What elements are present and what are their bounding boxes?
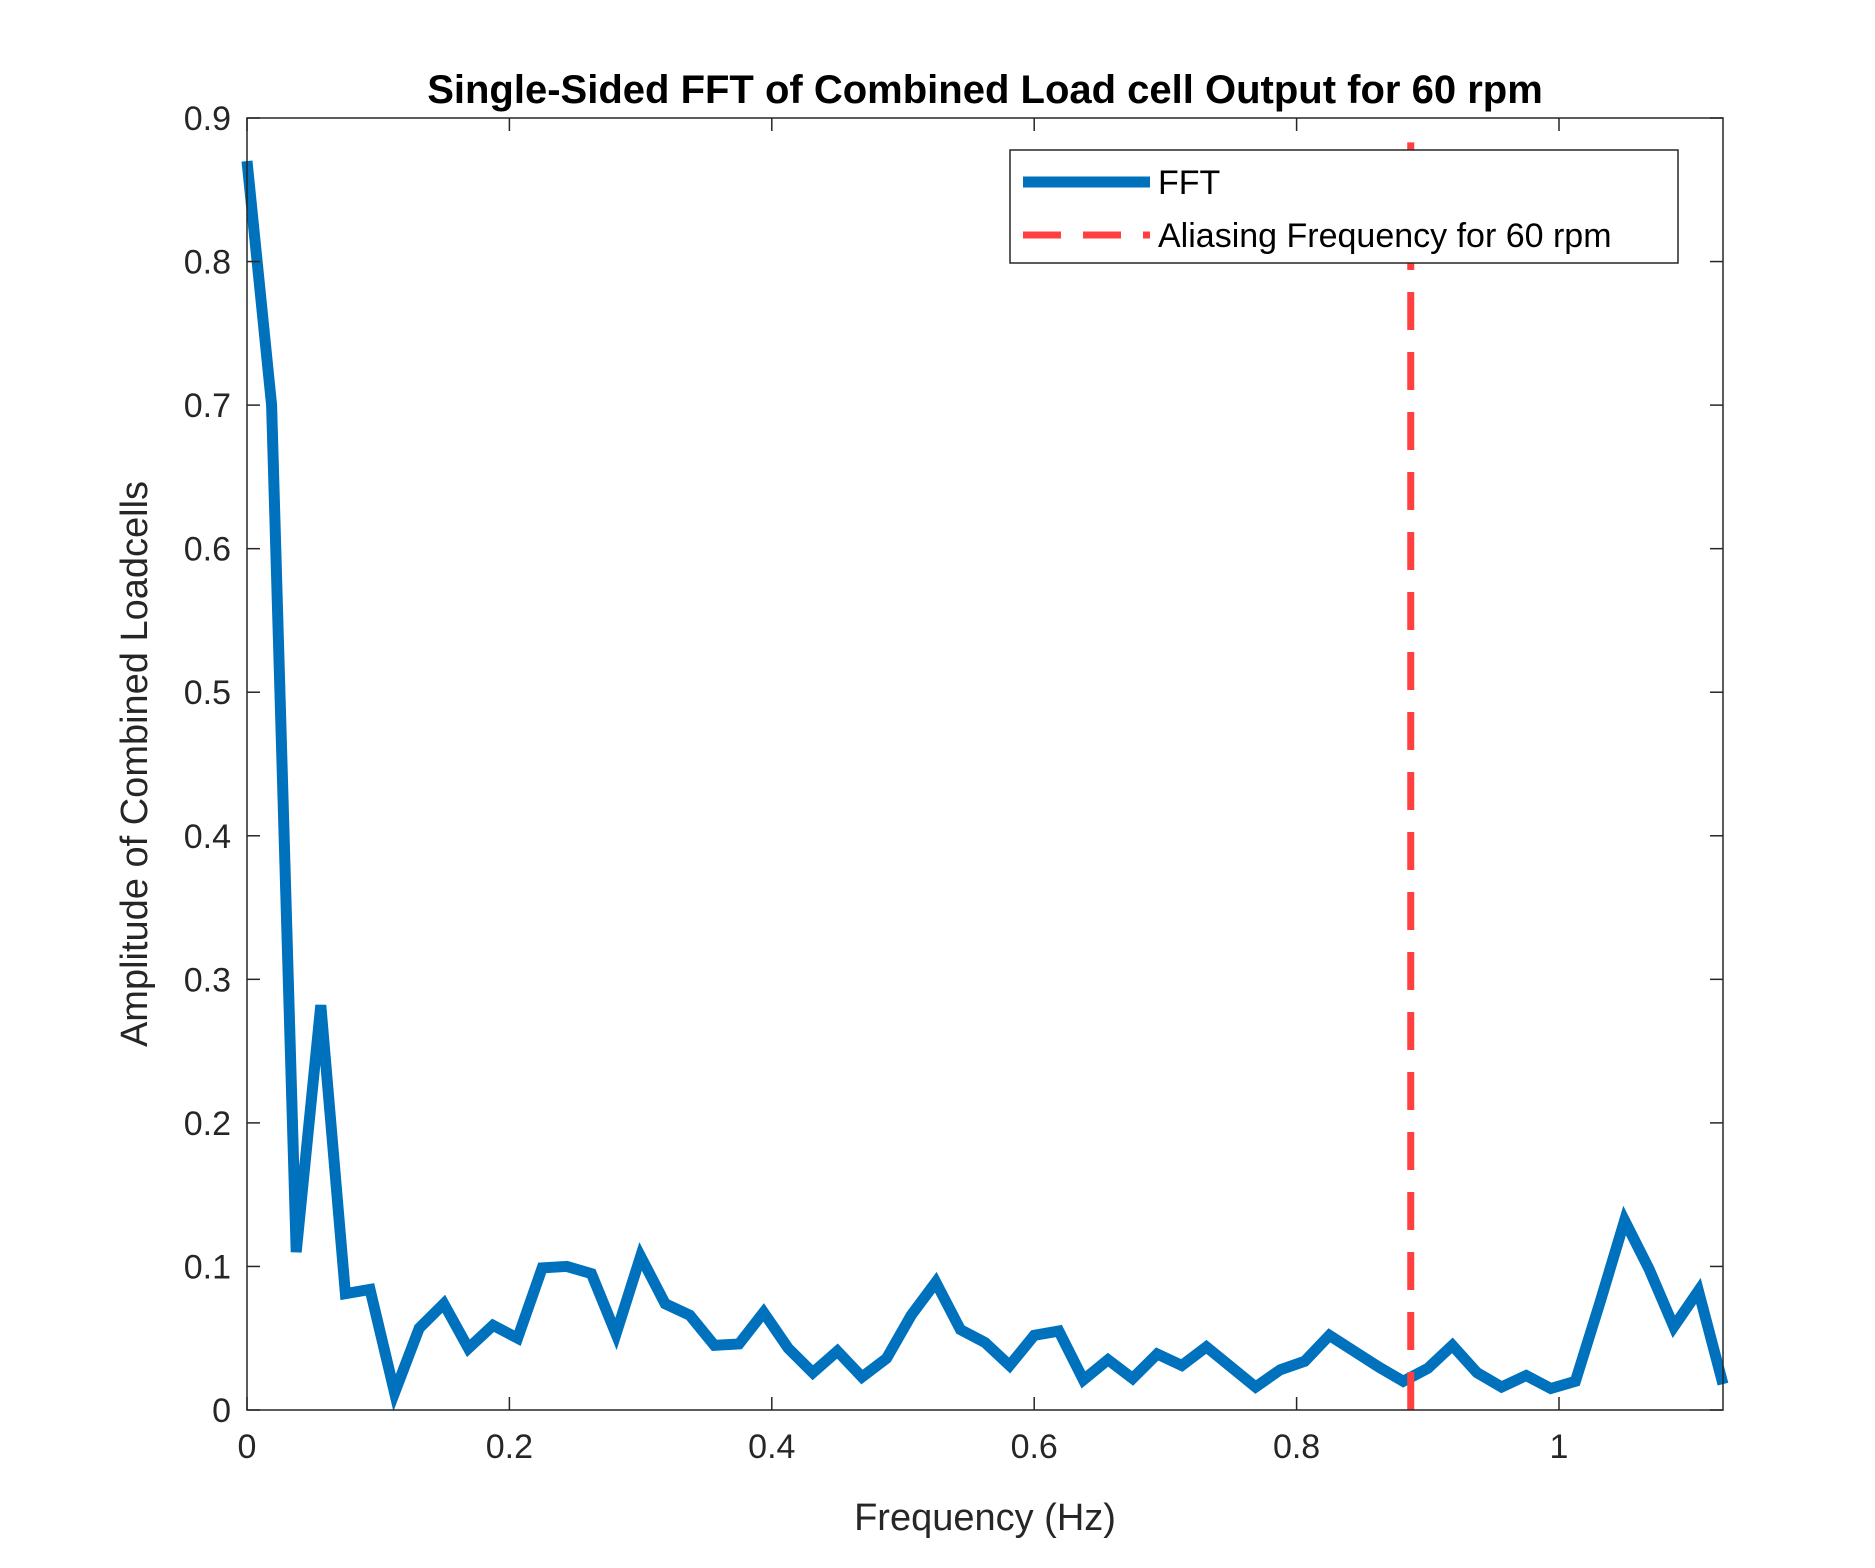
x-axis-label: Frequency (Hz) — [854, 1497, 1116, 1539]
legend: FFT Aliasing Frequency for 60 rpm — [1010, 150, 1678, 263]
x-tick-label: 0.2 — [486, 1428, 533, 1466]
y-tick-label: 0.1 — [184, 1248, 231, 1286]
y-tick-label: 0.3 — [184, 961, 231, 999]
y-tick-label: 0.7 — [184, 387, 231, 425]
y-tick-label: 0 — [212, 1392, 231, 1430]
y-tick-label: 0.4 — [184, 818, 231, 856]
x-tick-label: 0.4 — [748, 1428, 795, 1466]
y-tick-label: 0.8 — [184, 244, 231, 282]
y-axis-label: Amplitude of Combined Loadcells — [114, 481, 156, 1047]
y-tick-label: 0.6 — [184, 531, 231, 569]
x-tick-label: 0.6 — [1011, 1428, 1058, 1466]
chart-title: Single-Sided FFT of Combined Load cell O… — [427, 68, 1543, 112]
x-tick-label: 1 — [1550, 1428, 1569, 1466]
y-tick-label: 0.2 — [184, 1105, 231, 1143]
x-tick-label: 0 — [238, 1428, 257, 1466]
legend-label-aliasing-frequency: Aliasing Frequency for 60 rpm — [1158, 217, 1612, 255]
axes-background — [247, 118, 1723, 1410]
legend-label-fft: FFT — [1158, 164, 1220, 202]
x-tick-label: 0.8 — [1273, 1428, 1320, 1466]
y-tick-label: 0.5 — [184, 674, 231, 712]
y-tick-label: 0.9 — [184, 100, 231, 138]
